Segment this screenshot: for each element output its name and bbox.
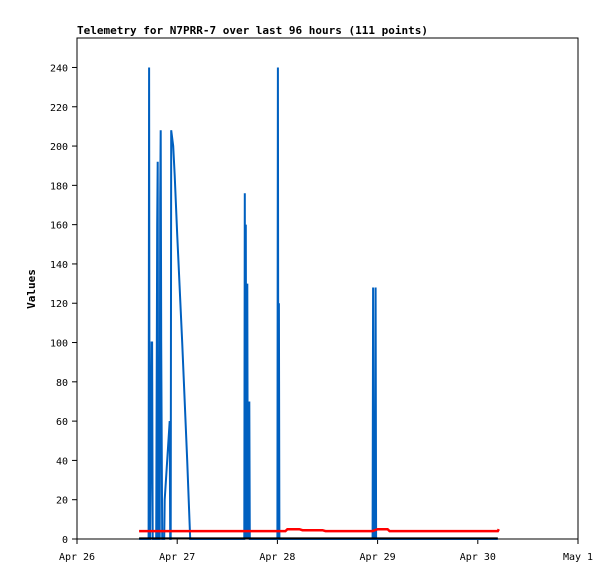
x-tick-label: Apr 27 xyxy=(159,552,195,563)
y-axis: 0 20 40 60 80 100 120 140 160 180 200 220 240 xyxy=(50,63,77,546)
x-tick-label: May 1 xyxy=(563,552,593,563)
y-tick-label: 160 xyxy=(50,221,68,232)
y-tick-label: 100 xyxy=(50,339,68,350)
y-tick-label: 120 xyxy=(50,299,68,310)
y-tick-label: 20 xyxy=(56,496,68,507)
x-tick-label: Apr 30 xyxy=(460,552,496,563)
x-tick-label: Apr 28 xyxy=(259,552,295,563)
y-tick-label: 200 xyxy=(50,142,68,153)
y-tick-label: 40 xyxy=(56,456,68,467)
y-tick-label: 60 xyxy=(56,417,68,428)
series-group xyxy=(139,67,500,540)
y-tick-label: 140 xyxy=(50,260,68,271)
chart-title: Telemetry for N7PRR-7 over last 96 hours… xyxy=(77,24,428,37)
y-tick-label: 0 xyxy=(62,535,68,546)
y-tick-label: 220 xyxy=(50,103,68,114)
y-tick-label: 80 xyxy=(56,378,68,389)
x-tick-label: Apr 26 xyxy=(59,552,95,563)
y-axis-label: Values xyxy=(25,269,38,309)
y-tick-label: 180 xyxy=(50,181,68,192)
x-axis: Apr 26 Apr 27 Apr 28 Apr 29 Apr 30 May 1 xyxy=(59,539,593,563)
y-tick-label: 240 xyxy=(50,63,68,74)
x-tick-label: Apr 29 xyxy=(360,552,396,563)
series-line-0 xyxy=(139,67,498,540)
series-line-1 xyxy=(139,527,500,533)
